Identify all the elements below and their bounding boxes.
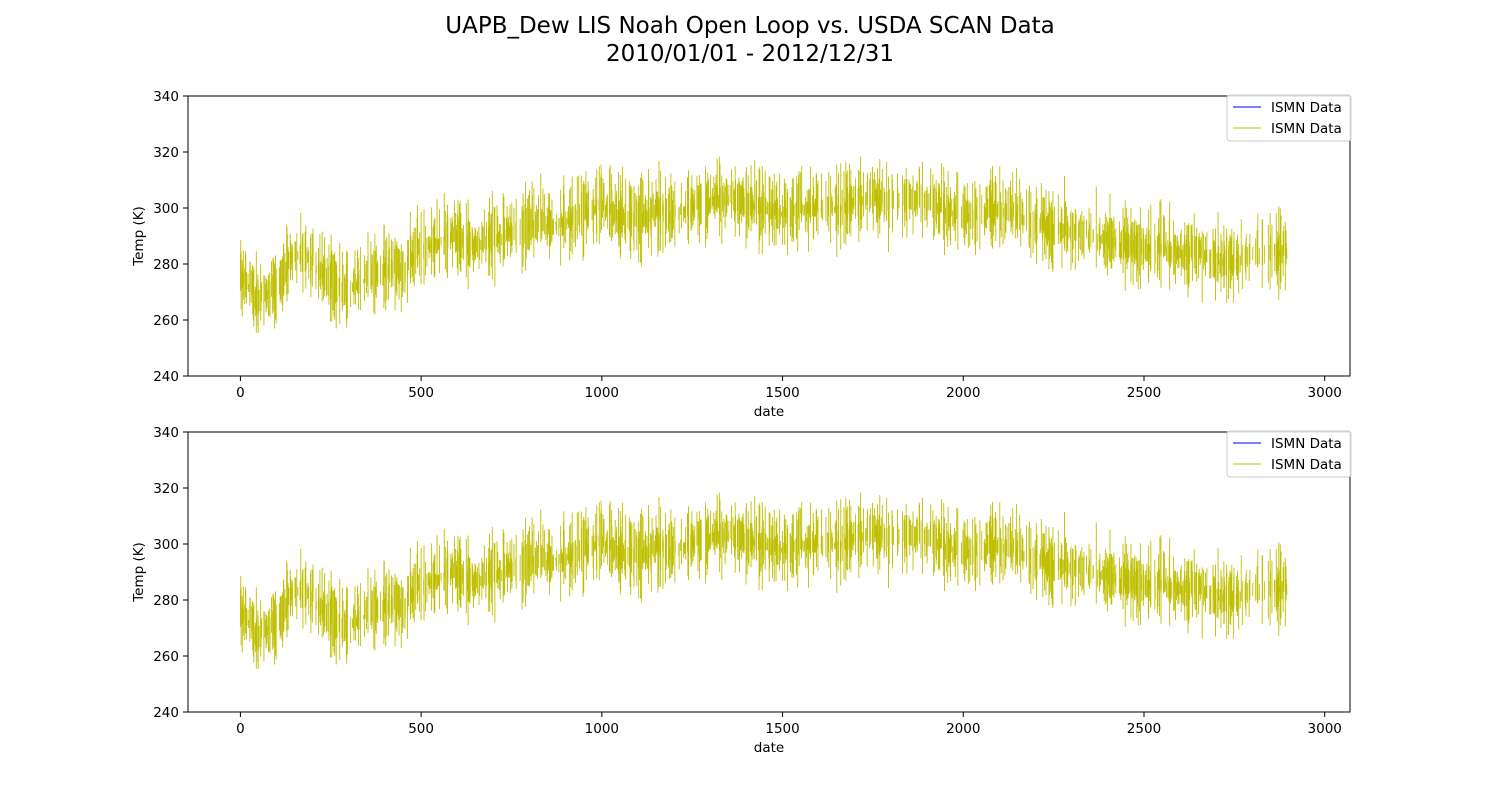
figure-title-line1: UAPB_Dew LIS Noah Open Loop vs. USDA SCA… [445, 13, 1055, 39]
y-tick-label: 280 [153, 593, 179, 609]
subplot-top: 0 500 1000 1500 2000 2500 3000 240 260 280 300 320 3… [131, 89, 1352, 420]
subplot-bottom: 0 500 1000 1500 2000 2500 3000 240 260 280 300 320 3… [131, 425, 1352, 756]
x-tick-label: 2500 [1127, 385, 1161, 401]
axes-frame [187, 431, 1351, 713]
y-tick-label: 260 [153, 313, 179, 329]
x-tick-label: 3000 [1308, 721, 1342, 737]
figure-title: UAPB_Dew LIS Noah Open Loop vs. USDA SCA… [0, 12, 1500, 68]
series-1 [239, 492, 1288, 669]
x-tick-label: 2000 [946, 385, 980, 401]
x-axis-label: date [754, 404, 784, 420]
y-tick-label: 300 [153, 537, 179, 553]
y-tick-label: 320 [153, 145, 179, 161]
x-axis-label: date [754, 740, 784, 756]
x-tick-label: 1000 [585, 721, 619, 737]
x-tick-label: 0 [236, 721, 245, 737]
series-1 [239, 156, 1288, 333]
x-tick-label: 500 [408, 385, 434, 401]
x-tick-label: 0 [236, 385, 245, 401]
x-tick-label: 1000 [585, 385, 619, 401]
y-tick-label: 240 [153, 705, 179, 721]
y-tick-label: 300 [153, 201, 179, 217]
x-tick-label: 500 [408, 721, 434, 737]
x-tick-label: 1500 [765, 385, 799, 401]
y-tick-label: 280 [153, 257, 179, 273]
plot-area [239, 156, 1288, 333]
axes-frame [187, 95, 1351, 377]
legend: ISMN Data ISMN Data [1226, 430, 1352, 478]
x-tick-label: 2000 [946, 721, 980, 737]
y-axis-label: Temp (K) [131, 206, 147, 267]
plot-area [239, 492, 1288, 669]
y-tick-label: 240 [153, 369, 179, 385]
x-tick-label: 3000 [1308, 385, 1342, 401]
legend-label: ISMN Data [1271, 121, 1342, 137]
y-axis-label: Temp (K) [131, 542, 147, 603]
y-tick-label: 260 [153, 649, 179, 665]
figure-title-line2: 2010/01/01 - 2012/12/31 [605, 41, 895, 67]
y-tick-label: 340 [153, 425, 179, 441]
legend: ISMN Data ISMN Data [1226, 94, 1352, 142]
legend-label: ISMN Data [1271, 457, 1342, 473]
x-tick-label: 1500 [765, 721, 799, 737]
y-tick-label: 320 [153, 481, 179, 497]
legend-label: ISMN Data [1271, 436, 1342, 452]
legend-label: ISMN Data [1271, 100, 1342, 116]
x-tick-label: 2500 [1127, 721, 1161, 737]
y-tick-label: 340 [153, 89, 179, 105]
